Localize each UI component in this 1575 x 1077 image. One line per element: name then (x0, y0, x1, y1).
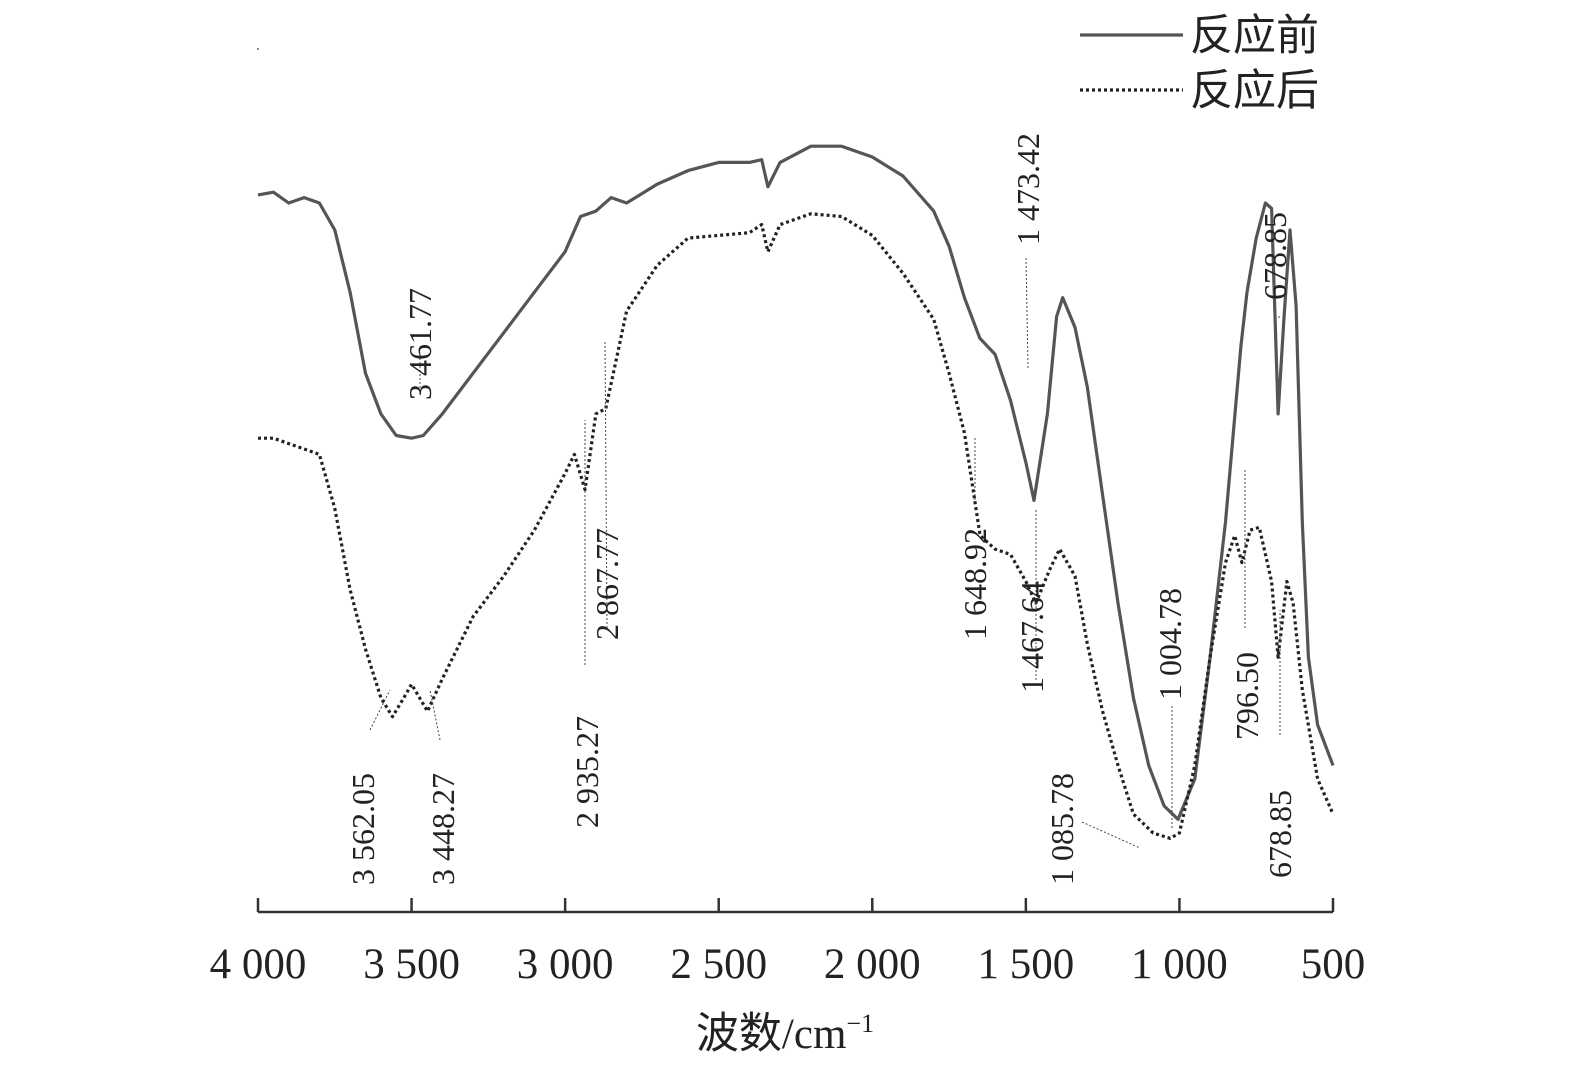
peak-label: 1 085.78 (1044, 773, 1080, 885)
peak-label: 3 562.05 (345, 773, 381, 885)
peak-label: 1 473.42 (1010, 133, 1046, 245)
peak-label: 3 448.27 (425, 773, 461, 885)
legend-label-2: 反应后 (1190, 67, 1319, 115)
annotation-layer: 1 473.42 3 461.77 678.85 1 004.78 3 562.05 3 … (345, 133, 1298, 885)
x-axis-label-superscript: −1 (846, 1009, 874, 1038)
x-tick-label: 2 500 (670, 941, 767, 988)
peak-label: 796.50 (1229, 652, 1265, 740)
series-line-1 (257, 144, 1335, 821)
peak-label: 2 935.27 (569, 716, 605, 828)
annotation-leader (604, 339, 608, 629)
peak-label: 1 648.92 (957, 528, 993, 640)
x-tick-label: 500 (1301, 941, 1366, 988)
annotation-leader (369, 689, 391, 731)
series-layer (257, 144, 1335, 840)
x-tick-label: 2 000 (824, 941, 921, 988)
x-tick-label: 3 500 (363, 941, 460, 988)
x-tick-label: 1 500 (977, 941, 1074, 988)
peak-label: 678.85 (1262, 790, 1298, 878)
x-axis-label: 波数/cm−1 (696, 1009, 874, 1058)
peak-label: 3 461.77 (402, 288, 438, 400)
x-tick-label: 3 000 (517, 941, 614, 988)
peak-label: 678.85 (1257, 212, 1293, 300)
legend-label-1: 反应前 (1190, 12, 1319, 60)
peak-label: 1 004.78 (1152, 588, 1188, 700)
annotation-leader (1081, 821, 1141, 849)
peak-label: 1 467.64 (1014, 581, 1050, 693)
x-tick-label: 4 000 (210, 941, 307, 988)
annotation-leader (1025, 257, 1029, 369)
peak-label: 2 867.77 (589, 528, 625, 640)
annotation-leader (429, 689, 441, 741)
stray-mark (257, 48, 259, 50)
x-tick-label: 1 000 (1131, 941, 1228, 988)
x-axis-label-text: 波数/cm (696, 1011, 846, 1058)
series-line-2 (258, 212, 1335, 840)
x-axis: 4 000 3 500 3 000 2 500 2 000 1 500 1 000 500 (210, 48, 1366, 988)
